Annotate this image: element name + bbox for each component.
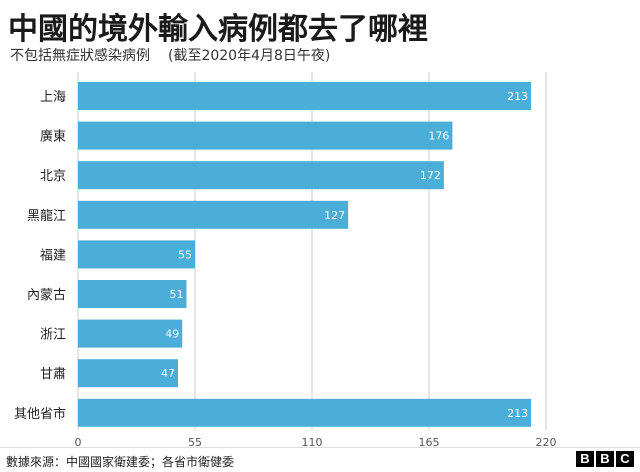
category-label: 內蒙古 <box>27 288 66 303</box>
bar <box>78 82 532 110</box>
category-label: 浙江 <box>40 328 66 343</box>
category-label: 上海 <box>40 90 66 105</box>
data-label: 55 <box>178 248 192 261</box>
bar <box>78 280 187 308</box>
bar <box>78 240 195 269</box>
data-label: 51 <box>169 288 183 301</box>
bar <box>78 200 349 229</box>
x-tick-label: 0 <box>75 436 82 447</box>
x-tick-label: 220 <box>536 436 557 447</box>
subtitle-text: 不包括無症狀感染病例 <box>10 48 150 64</box>
x-tick-label: 110 <box>302 436 323 447</box>
category-label: 北京 <box>40 169 66 184</box>
bar <box>78 398 532 427</box>
logo-letter: C <box>616 451 634 467</box>
chart-subtitle: 不包括無症狀感染病例 (截至2020年4月8日午夜) <box>10 45 330 65</box>
footer-divider <box>0 447 640 448</box>
bar-chart: 0 55 110 165 220 上海 213 廣東 176 北京 172 黑龍江 127 福建 55 內蒙古… <box>14 72 557 447</box>
x-tick-label: 55 <box>188 436 202 447</box>
data-label: 213 <box>507 407 528 420</box>
logo-letter: B <box>576 451 594 467</box>
data-label: 213 <box>507 90 528 103</box>
category-label: 其他省市 <box>14 406 66 422</box>
logo-letter: B <box>596 451 614 467</box>
bbc-logo: B B C <box>576 451 634 467</box>
bar <box>78 161 444 190</box>
category-label: 甘肅 <box>40 366 66 382</box>
data-label: 172 <box>420 169 441 182</box>
data-label: 127 <box>324 209 345 222</box>
chart-title: 中國的境外輸入病例都去了哪裡 <box>8 12 428 47</box>
data-label: 49 <box>165 328 179 341</box>
source-note: 數據來源：中國國家衛建委；各省市衛健委 <box>6 455 235 469</box>
subtitle-date: (截至2020年4月8日午夜) <box>168 48 331 64</box>
category-label: 黑龍江 <box>27 208 66 224</box>
data-label: 176 <box>428 130 449 143</box>
x-tick-label: 165 <box>419 436 440 447</box>
category-label: 福建 <box>40 248 66 263</box>
category-label: 廣東 <box>40 129 66 145</box>
data-label: 47 <box>161 367 175 380</box>
bar <box>78 121 453 150</box>
bar <box>78 359 178 388</box>
bar <box>78 319 183 348</box>
